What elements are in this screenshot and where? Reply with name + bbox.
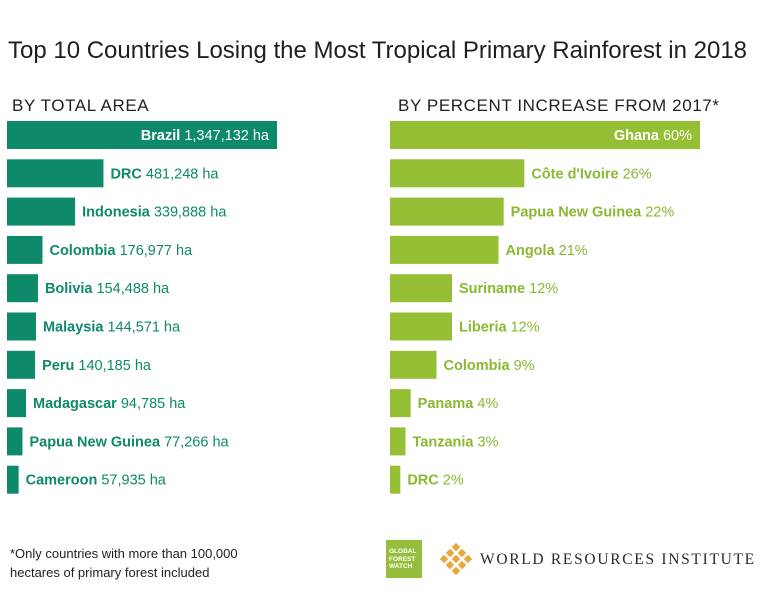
bar-value-label: 60% — [663, 128, 692, 144]
chart-canvas: Top 10 Countries Losing the Most Tropica… — [7, 37, 747, 494]
bar-right-5 — [390, 312, 452, 341]
bar-label-left-8: Papua New Guinea 77,266 ha — [29, 434, 229, 450]
bar-category-label: Papua New Guinea — [511, 205, 642, 221]
bar-label-right-6: Colombia 9% — [444, 358, 535, 374]
bar-label-right-0: Ghana 60% — [614, 128, 692, 144]
bar-label-right-5: Liberia 12% — [459, 320, 540, 336]
bar-right-9 — [390, 465, 401, 494]
bar-label-right-7: Panama 4% — [418, 396, 499, 412]
bar-category-label: Côte d'Ivoire — [531, 166, 618, 182]
wri-emblem-icon — [440, 543, 472, 575]
bar-value-label: 22% — [645, 205, 674, 221]
right-panel-title: BY PERCENT INCREASE FROM 2017* — [398, 96, 720, 115]
global-forest-watch-logo: GLOBAL FOREST WATCH — [386, 540, 422, 578]
bar-value-label: 144,571 ha — [107, 320, 181, 336]
bar-left-7 — [7, 389, 26, 418]
bar-value-label: 481,248 ha — [146, 166, 220, 182]
bar-label-left-9: Cameroon 57,935 ha — [26, 473, 167, 489]
bar-category-label: Indonesia — [82, 205, 151, 221]
bar-category-label: Brazil — [141, 128, 181, 144]
bar-right-7 — [390, 389, 411, 418]
bar-category-label: Bolivia — [45, 281, 93, 297]
bar-label-right-8: Tanzania 3% — [413, 434, 499, 450]
bar-category-label: Suriname — [459, 281, 525, 297]
bar-value-label: 26% — [623, 166, 652, 182]
bar-category-label: Angola — [506, 243, 556, 259]
gfw-logo-line-1: GLOBAL — [389, 548, 417, 555]
bar-right-8 — [390, 427, 406, 456]
footnote-line-1: *Only countries with more than 100,000 — [10, 546, 238, 561]
bar-right-2 — [390, 197, 504, 226]
chart-title: Top 10 Countries Losing the Most Tropica… — [8, 37, 747, 64]
left-bar-group: Brazil 1,347,132 ha DRC 481,248 ha Indones… — [7, 121, 277, 494]
gfw-logo-line-3: WATCH — [389, 563, 413, 570]
bar-category-label: Malaysia — [43, 320, 104, 336]
bar-category-label: Papua New Guinea — [29, 434, 160, 450]
bar-label-left-3: Colombia 176,977 ha — [49, 243, 193, 259]
left-panel-title: BY TOTAL AREA — [12, 96, 149, 115]
bar-value-label: 57,935 ha — [101, 473, 166, 489]
bar-value-label: 2% — [443, 473, 464, 489]
bar-value-label: 9% — [514, 358, 535, 374]
bar-right-0 — [390, 121, 700, 149]
bar-label-left-6: Peru 140,185 ha — [42, 358, 152, 374]
bar-label-left-5: Malaysia 144,571 ha — [43, 320, 181, 336]
bar-category-label: Madagascar — [33, 396, 117, 412]
bar-left-9 — [7, 465, 19, 494]
wri-logo-text: WORLD RESOURCES INSTITUTE — [480, 551, 756, 568]
bar-right-4 — [390, 274, 452, 303]
bar-label-left-4: Bolivia 154,488 ha — [45, 281, 170, 297]
bar-value-label: 154,488 ha — [97, 281, 171, 297]
bar-label-right-1: Côte d'Ivoire 26% — [531, 166, 651, 182]
bar-category-label: Cameroon — [26, 473, 98, 489]
bar-left-3 — [7, 235, 43, 264]
bar-value-label: 12% — [511, 320, 540, 336]
bar-value-label: 94,785 ha — [121, 396, 186, 412]
footnote: *Only countries with more than 100,000 h… — [10, 544, 310, 582]
bar-category-label: Colombia — [444, 358, 511, 374]
bar-category-label: Tanzania — [413, 434, 475, 450]
bar-value-label: 140,185 ha — [78, 358, 152, 374]
bar-category-label: DRC — [110, 166, 142, 182]
bar-label-left-0: Brazil 1,347,132 ha — [141, 128, 270, 144]
bar-category-label: Peru — [42, 358, 74, 374]
bar-value-label: 1,347,132 ha — [184, 128, 270, 144]
bar-left-8 — [7, 427, 23, 456]
gfw-logo-line-2: FOREST — [389, 555, 416, 563]
bar-label-right-3: Angola 21% — [506, 243, 588, 259]
bar-value-label: 12% — [529, 281, 558, 297]
bar-category-label: Colombia — [49, 243, 116, 259]
bar-left-4 — [7, 274, 38, 303]
right-bar-group: Ghana 60% Côte d'Ivoire 26% Papua New Guin… — [390, 121, 700, 494]
bar-value-label: 4% — [477, 396, 498, 412]
bar-category-label: Panama — [418, 396, 475, 412]
bar-value-label: 21% — [559, 243, 588, 259]
bar-category-label: Liberia — [459, 320, 507, 336]
bar-category-label: Ghana — [614, 128, 660, 144]
footnote-line-2: hectares of primary forest included — [10, 565, 210, 580]
bar-left-2 — [7, 197, 76, 226]
bar-left-1 — [7, 159, 104, 188]
bar-left-6 — [7, 350, 36, 379]
bar-right-6 — [390, 350, 437, 379]
bar-label-left-7: Madagascar 94,785 ha — [33, 396, 186, 412]
bar-label-left-1: DRC 481,248 ha — [110, 166, 219, 182]
bar-label-right-9: DRC 2% — [407, 473, 464, 489]
bar-left-5 — [7, 312, 36, 341]
bar-category-label: DRC — [407, 473, 439, 489]
bar-left-0 — [7, 121, 277, 149]
bar-value-label: 77,266 ha — [164, 434, 229, 450]
bar-label-right-2: Papua New Guinea 22% — [511, 205, 675, 221]
bar-label-left-2: Indonesia 339,888 ha — [82, 205, 227, 221]
bar-label-right-4: Suriname 12% — [459, 281, 558, 297]
bar-right-1 — [390, 159, 525, 188]
bar-value-label: 3% — [478, 434, 499, 450]
bar-right-3 — [390, 235, 499, 264]
bar-value-label: 176,977 ha — [120, 243, 194, 259]
bar-value-label: 339,888 ha — [154, 205, 228, 221]
